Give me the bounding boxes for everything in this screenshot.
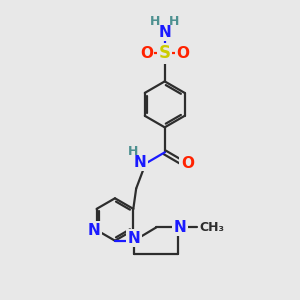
Text: N: N (128, 231, 140, 246)
Text: N: N (173, 220, 186, 235)
Text: N: N (88, 223, 100, 238)
Text: N: N (158, 25, 171, 40)
Text: O: O (181, 156, 194, 171)
Text: N: N (134, 154, 147, 169)
Text: S: S (159, 44, 171, 62)
Text: O: O (140, 46, 153, 61)
Text: H: H (128, 145, 138, 158)
Text: CH₃: CH₃ (200, 221, 225, 234)
Text: H: H (169, 15, 179, 28)
Text: O: O (176, 46, 190, 61)
Text: H: H (150, 15, 160, 28)
